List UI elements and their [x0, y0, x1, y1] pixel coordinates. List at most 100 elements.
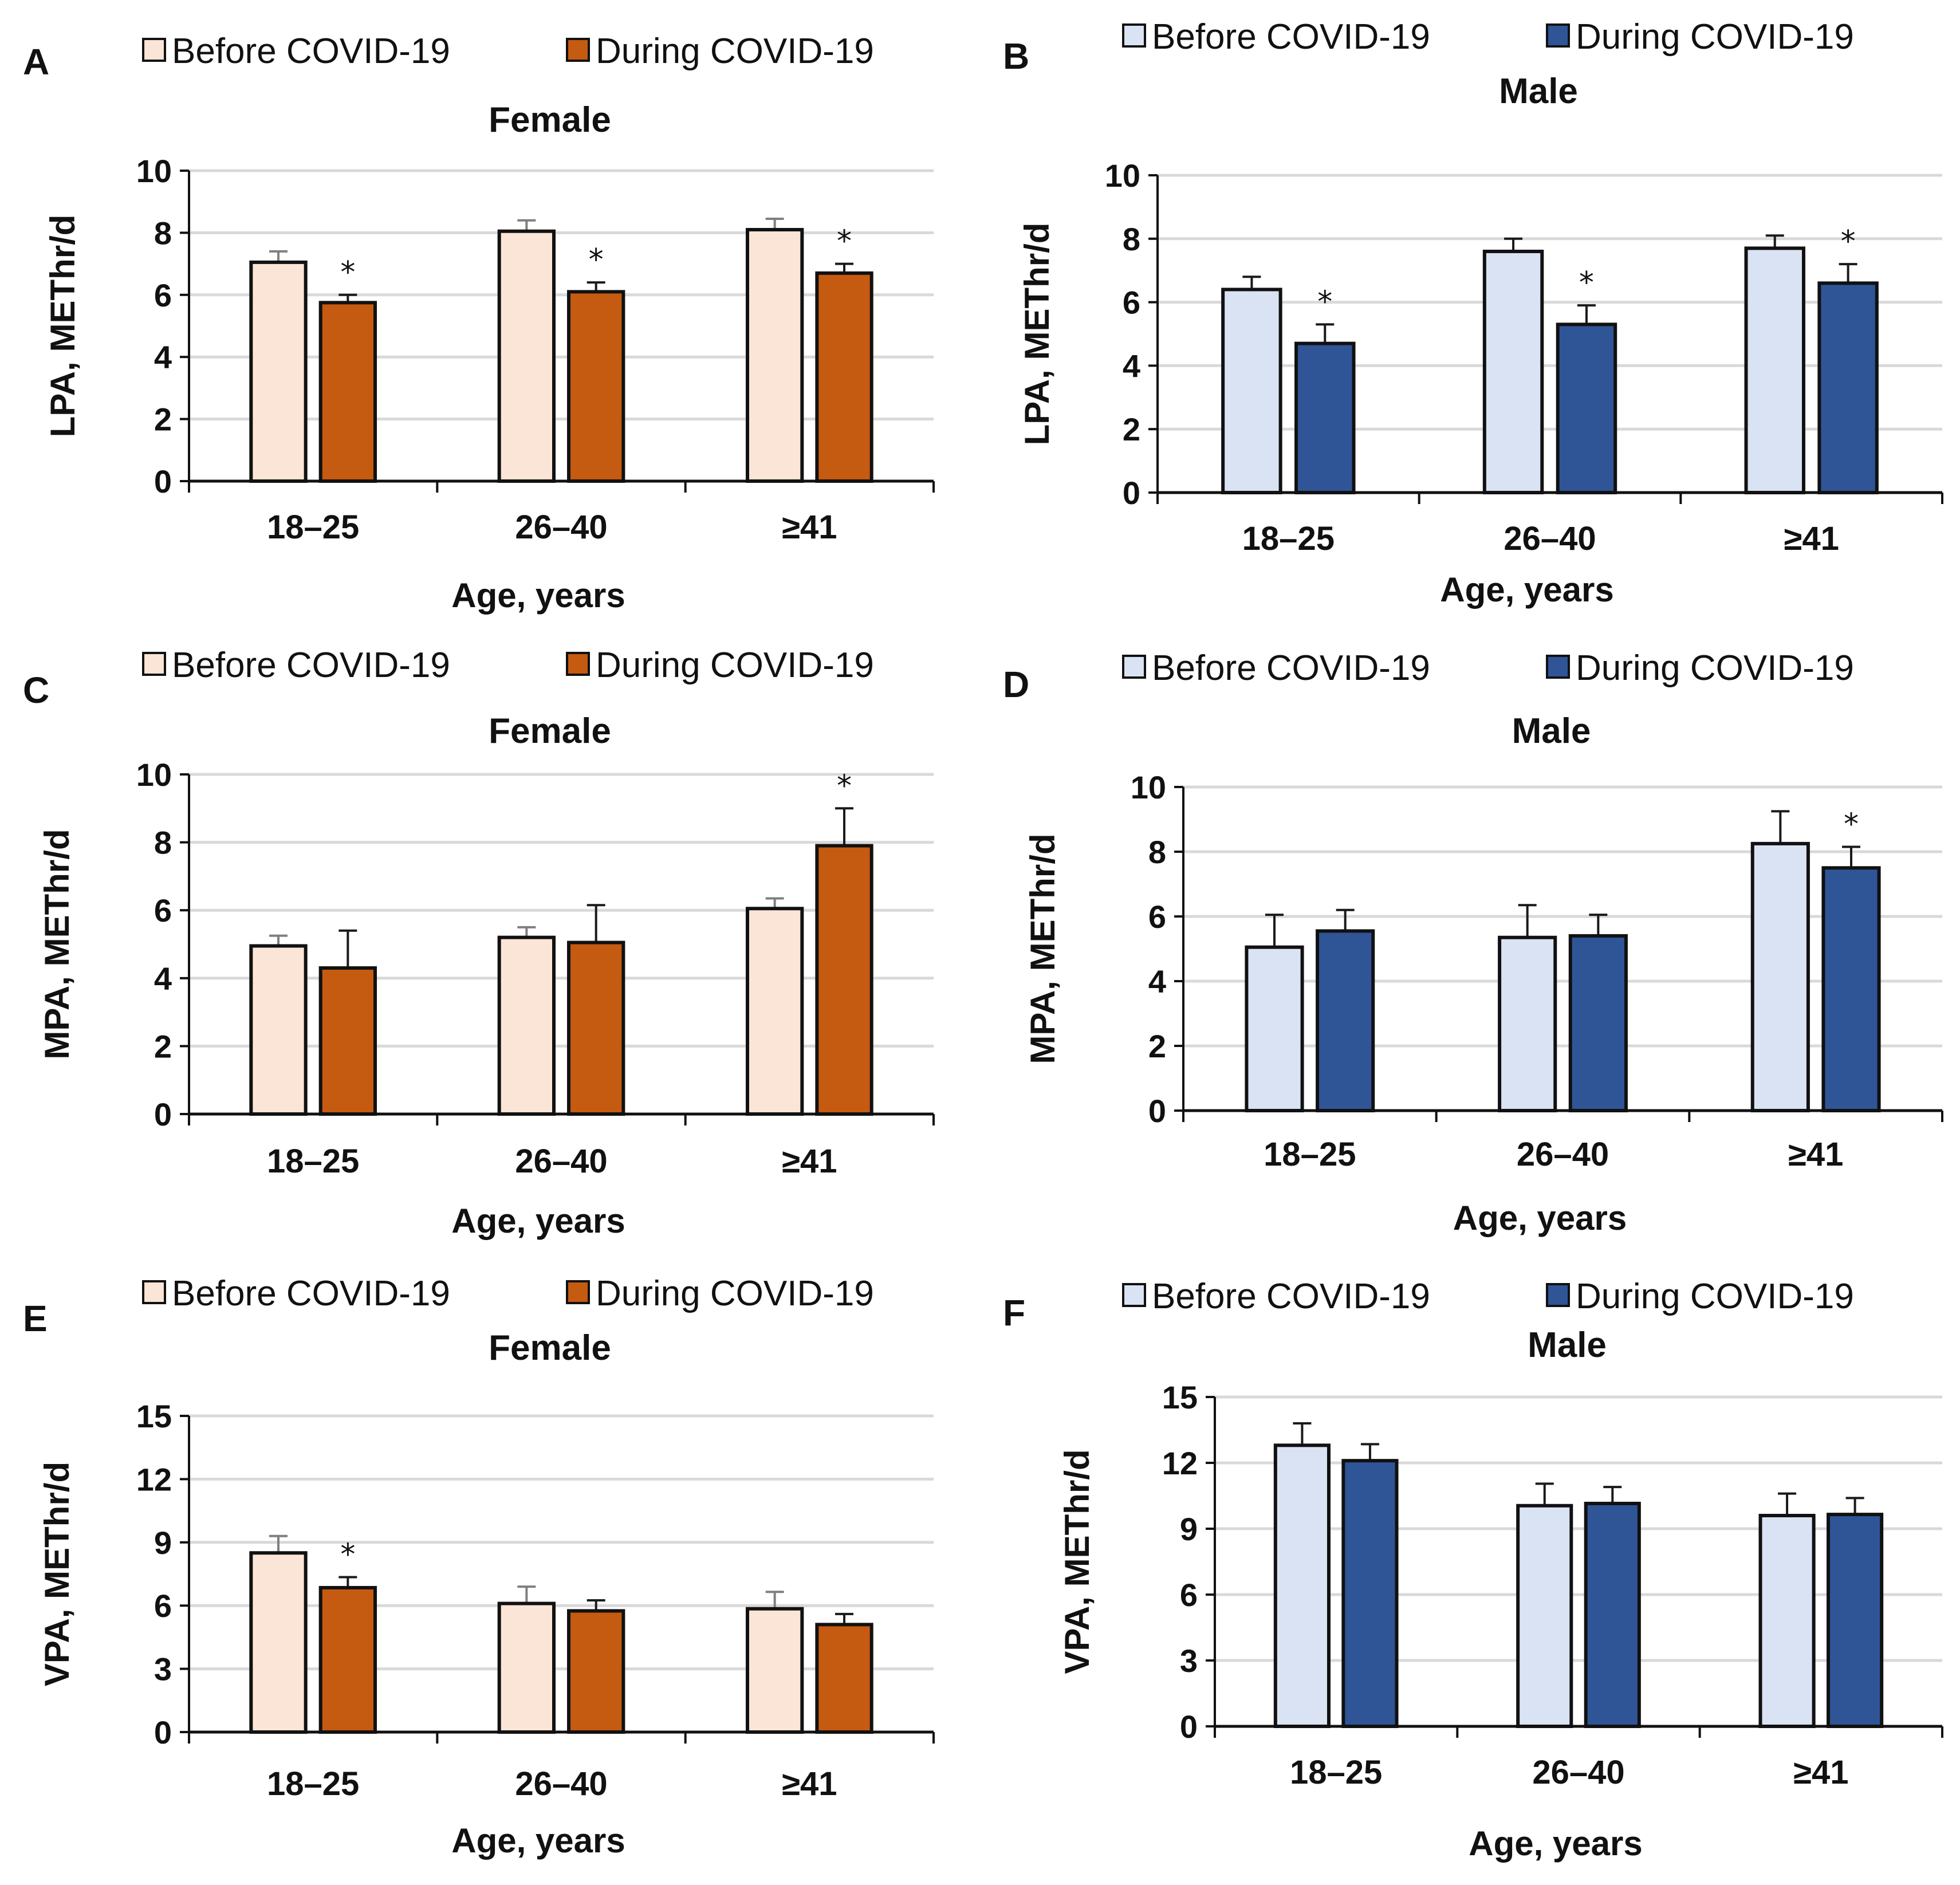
y-tick-label: 2 [154, 402, 172, 438]
y-tick-label: 6 [1148, 899, 1166, 935]
panel-f: F Before COVID-19 During COVID-19 Male 0 3 6 9 1… [980, 1257, 1960, 1885]
bar-before-2 [497, 229, 556, 483]
legend-label-during: During COVID-19 [596, 1274, 874, 1313]
y-tick-label: 10 [136, 153, 172, 189]
significance-star: * [1317, 285, 1332, 319]
x-tick-label: 26–40 [515, 509, 607, 546]
y-axis-label: VPA, METhr/d [1058, 1449, 1096, 1674]
x-tick-label: ≥41 [1784, 520, 1839, 557]
y-tick-label: 10 [136, 757, 172, 793]
y-tick-label: 0 [154, 1714, 172, 1750]
y-tick-label: 10 [1105, 158, 1140, 194]
bar-before-3 [746, 227, 804, 483]
bar-during-2 [1556, 322, 1617, 494]
chart-e: E Before COVID-19 During COVID-19 Female 0 3 6… [23, 1274, 935, 1860]
y-tick-label: 2 [1123, 411, 1140, 447]
y-tick-label: 3 [154, 1651, 172, 1687]
y-tick-label: 6 [154, 277, 172, 313]
legend: Before COVID-19 During COVID-19 [1122, 1277, 1854, 1316]
chart-title: Female [489, 711, 611, 751]
chart-a: A Before COVID-19 During COVID-19 Female 0 2 4… [23, 32, 935, 615]
bar-during-2 [567, 1609, 625, 1734]
x-tick-label: 18–25 [267, 1765, 359, 1803]
significance-star: * [1841, 225, 1856, 259]
bar-during-3 [815, 271, 873, 483]
panel-d: D Before COVID-19 During COVID-19 Male 0 2 4 6 8… [980, 628, 1960, 1257]
x-tick-label: 18–25 [1242, 520, 1335, 557]
bar-during-2 [567, 940, 625, 1116]
significance-star: * [340, 1538, 355, 1572]
legend-swatch-before [1122, 23, 1146, 48]
bar-during-1 [318, 1585, 377, 1734]
y-axis-label: MPA, METhr/d [1024, 833, 1062, 1064]
legend-swatch-before [142, 38, 166, 62]
y-tick-label: 8 [154, 215, 172, 251]
legend: Before COVID-19 During COVID-19 [142, 1274, 874, 1313]
bar-before-3 [1758, 1514, 1816, 1728]
x-tick-label: ≥41 [1788, 1136, 1843, 1173]
legend-swatch-before [142, 652, 166, 676]
bar-before-3 [1744, 246, 1805, 494]
significance-star: * [837, 225, 852, 259]
bar-during-3 [1821, 866, 1881, 1112]
bar-before-2 [1516, 1504, 1573, 1728]
chart-f: F Before COVID-19 During COVID-19 Male 0 3 6 9 1… [1003, 1277, 1943, 1863]
y-axis-label: MPA, METhr/d [38, 829, 76, 1059]
legend-label-before: Before COVID-19 [172, 32, 450, 71]
legend-label-before: Before COVID-19 [172, 1274, 450, 1313]
bar-before-3 [746, 1607, 804, 1734]
legend-label-during: During COVID-19 [596, 32, 874, 71]
bar-during-1 [1341, 1459, 1399, 1728]
panel-b: B Before COVID-19 During COVID-19 Male 0 2 4 6 8… [980, 0, 1960, 628]
x-tick-label: 26–40 [515, 1765, 607, 1803]
x-axis-label: Age, years [451, 1821, 625, 1860]
panel-e: E Before COVID-19 During COVID-19 Female 0 3 6… [0, 1257, 980, 1885]
bar-before-1 [249, 1551, 308, 1734]
x-tick-label: ≥41 [1793, 1754, 1848, 1791]
chart-c: C Before COVID-19 During COVID-19 Female 0 2 4… [23, 646, 935, 1240]
legend: Before COVID-19 During COVID-19 [142, 32, 874, 71]
bar-during-1 [318, 966, 377, 1116]
legend-label-during: During COVID-19 [596, 646, 874, 685]
chart-title: Male [1512, 711, 1591, 751]
y-tick-label: 0 [154, 463, 172, 499]
chart-b: B Before COVID-19 During COVID-19 Male 0 2 4 6 8… [1003, 17, 1943, 609]
legend-swatch-during [1546, 655, 1570, 679]
y-tick-label: 8 [1148, 834, 1166, 870]
legend-swatch-before [142, 1280, 166, 1304]
legend-swatch-before [1122, 655, 1146, 679]
significance-star: * [1579, 266, 1594, 300]
legend-label-during: During COVID-19 [1576, 648, 1854, 688]
legend-label-before: Before COVID-19 [1152, 17, 1430, 57]
bar-before-1 [249, 260, 308, 483]
chart-title: Female [489, 1328, 611, 1368]
legend-swatch-during [566, 38, 590, 62]
y-tick-label: 4 [1148, 963, 1166, 999]
y-tick-label: 0 [1180, 1709, 1198, 1745]
panel-letter: C [23, 670, 49, 711]
y-axis-label: LPA, METhr/d [1018, 223, 1056, 446]
y-tick-label: 15 [136, 1398, 172, 1434]
y-tick-label: 8 [154, 825, 172, 861]
legend: Before COVID-19 During COVID-19 [142, 646, 874, 685]
y-tick-label: 4 [154, 339, 172, 375]
bar-before-3 [746, 907, 804, 1116]
y-tick-label: 10 [1131, 769, 1166, 805]
bar-before-2 [497, 1601, 556, 1734]
bar-during-3 [1817, 281, 1879, 494]
bar-during-3 [815, 1623, 873, 1734]
bar-before-3 [1750, 841, 1810, 1112]
y-tick-label: 15 [1162, 1379, 1198, 1415]
significance-star: * [589, 243, 604, 277]
y-tick-label: 0 [1148, 1093, 1166, 1129]
panel-letter: E [23, 1298, 48, 1339]
x-tick-label: ≥41 [782, 1143, 837, 1180]
panel-letter: D [1003, 664, 1029, 705]
legend-label-before: Before COVID-19 [1152, 1277, 1430, 1316]
legend: Before COVID-19 During COVID-19 [1122, 648, 1854, 688]
legend-swatch-during [1546, 1283, 1570, 1307]
chart-title: Male [1528, 1325, 1607, 1365]
x-tick-label: 26–40 [1504, 520, 1596, 557]
bar-before-2 [1482, 249, 1544, 494]
x-tick-label: ≥41 [782, 1765, 837, 1803]
